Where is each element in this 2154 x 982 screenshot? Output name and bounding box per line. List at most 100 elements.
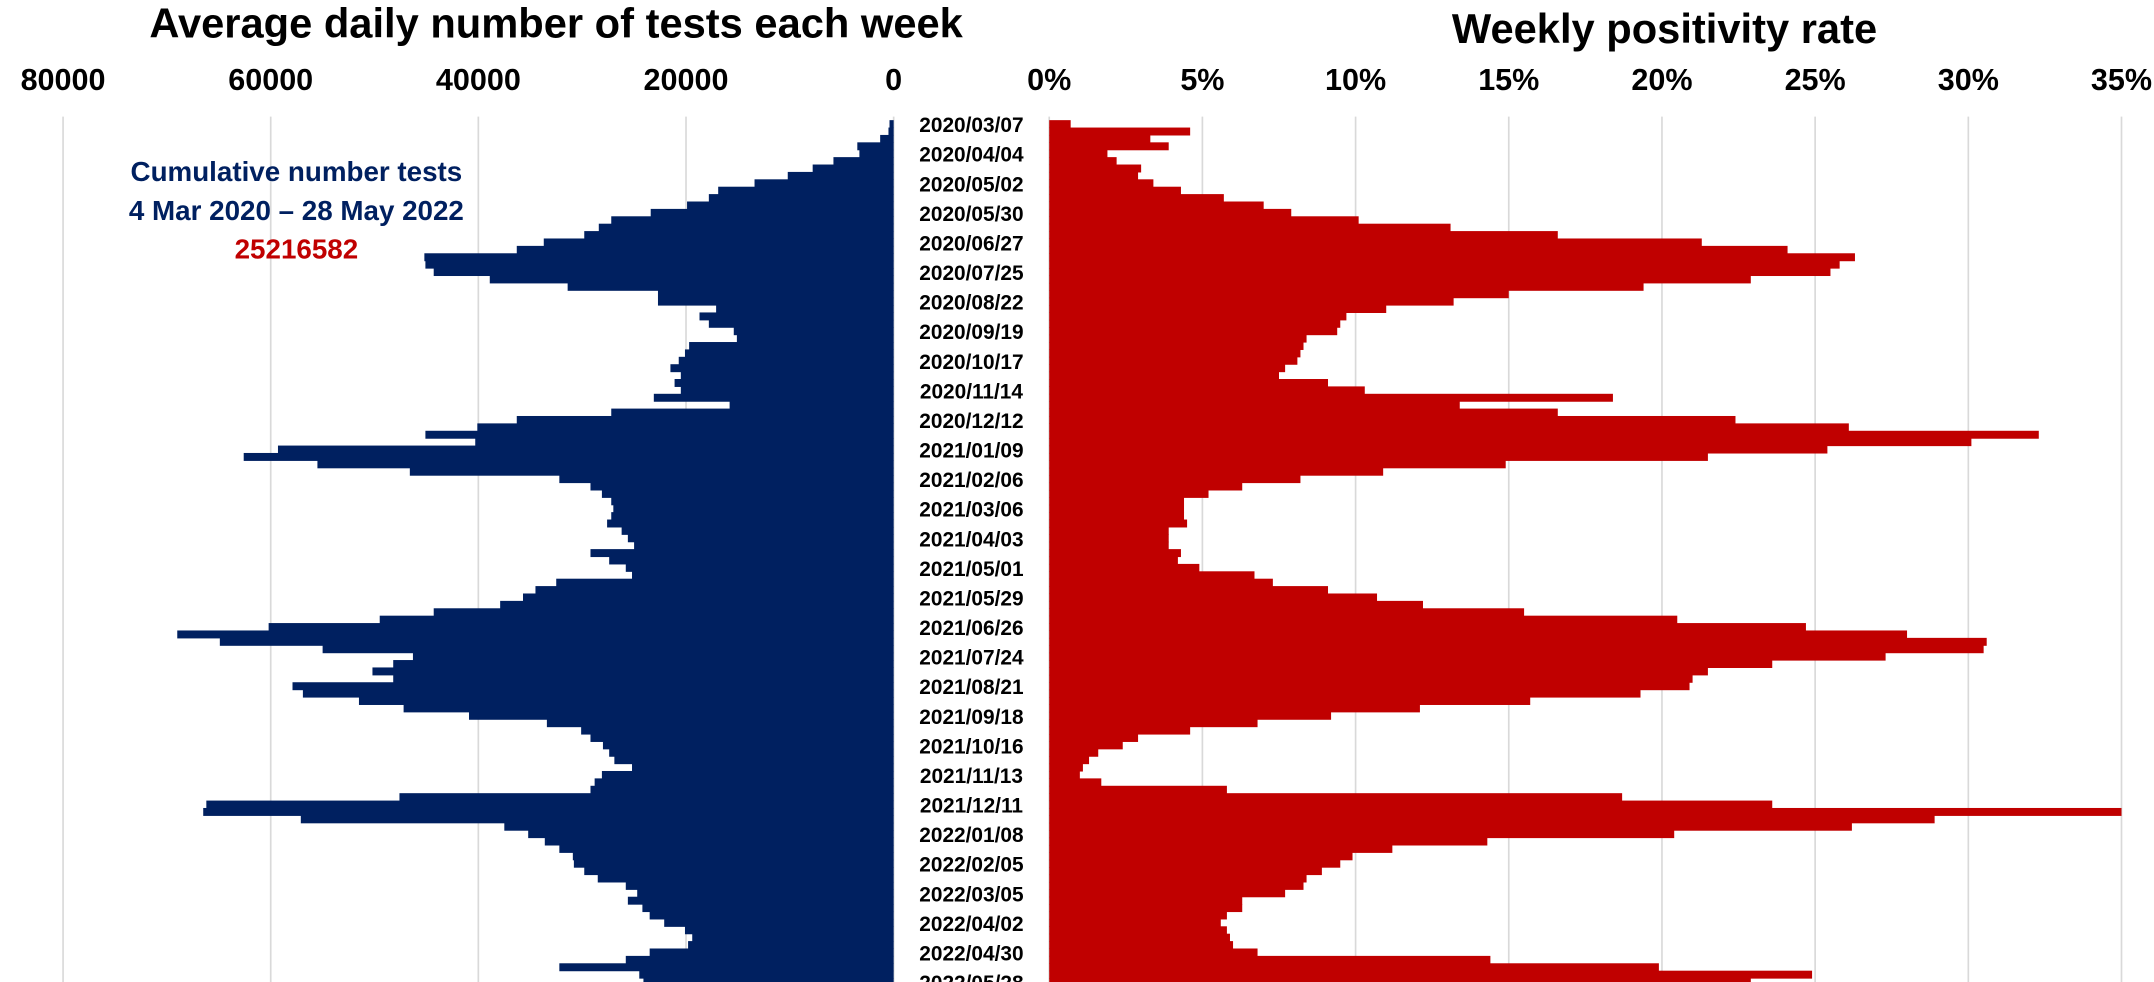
bar — [489, 275, 894, 284]
bar — [1049, 371, 1279, 380]
bar — [1049, 290, 1509, 299]
bar — [1049, 423, 1849, 432]
bar — [812, 164, 894, 173]
bar — [609, 556, 894, 565]
bar — [302, 689, 894, 698]
bar — [1049, 748, 1099, 757]
bar — [1049, 260, 1840, 269]
bars — [177, 120, 2122, 982]
bar — [393, 674, 894, 683]
bar — [1049, 268, 1831, 277]
bar — [477, 423, 894, 432]
bar — [535, 586, 894, 595]
bar — [1049, 704, 1420, 713]
bar — [637, 889, 894, 898]
bar — [1049, 852, 1353, 861]
bar — [573, 859, 894, 868]
bar — [1049, 489, 1209, 498]
bar — [403, 704, 894, 713]
bar — [424, 253, 894, 262]
bar — [699, 312, 894, 321]
bar — [1049, 778, 1102, 787]
y-tick-label: 2020/10/17 — [919, 351, 1023, 374]
bar — [1049, 253, 1855, 262]
bar — [678, 356, 894, 365]
x-tick-label: 40000 — [436, 63, 521, 97]
bar — [601, 770, 894, 779]
bar — [625, 955, 894, 964]
bar — [1049, 578, 1273, 587]
bar — [1049, 364, 1286, 373]
bar — [206, 800, 894, 809]
y-tick-label: 2022/04/02 — [919, 913, 1023, 936]
y-tick-label: 2020/05/02 — [919, 173, 1023, 196]
bar — [1049, 763, 1083, 772]
bar — [1049, 756, 1090, 765]
y-tick-label: 2020/03/07 — [919, 114, 1023, 137]
bar — [1049, 822, 1852, 831]
bar — [598, 223, 894, 232]
bar — [627, 534, 894, 543]
bar — [1049, 179, 1154, 188]
bar — [1049, 600, 1423, 609]
bar — [1049, 379, 1329, 387]
bar — [1049, 238, 1702, 247]
bar — [1049, 349, 1301, 358]
x-tick-label: 20000 — [644, 63, 729, 97]
bar — [379, 615, 894, 624]
bar — [1049, 615, 1678, 624]
bar — [322, 645, 894, 654]
bar — [300, 815, 894, 824]
y-tick-label: 2020/08/22 — [919, 292, 1023, 315]
bar — [687, 201, 894, 210]
bar — [1049, 948, 1258, 957]
bar — [1049, 512, 1185, 521]
bar — [277, 445, 894, 454]
y-tick-label: 2022/05/28 — [919, 972, 1023, 982]
bar — [1049, 963, 1659, 972]
bar — [590, 785, 894, 794]
bar — [716, 305, 894, 313]
y-tick-label: 2020/07/25 — [919, 262, 1023, 285]
bar — [614, 756, 894, 765]
bar — [657, 290, 894, 299]
bar — [1049, 157, 1117, 166]
bar — [688, 941, 894, 950]
bar — [567, 282, 894, 291]
bar — [1049, 586, 1329, 595]
bar — [1049, 415, 1736, 424]
y-tick-label: 2021/03/06 — [919, 499, 1023, 522]
bar — [1049, 556, 1178, 565]
bar — [1049, 667, 1708, 676]
bar — [643, 978, 894, 982]
bar — [880, 134, 894, 143]
bar — [268, 623, 894, 632]
bar — [1049, 770, 1080, 779]
bar — [1049, 926, 1227, 935]
bar — [708, 194, 894, 203]
bar — [729, 401, 894, 410]
bar — [1049, 623, 1806, 632]
y-tick-label: 2022/02/05 — [919, 854, 1023, 877]
y-tick-label: 2022/04/30 — [919, 942, 1023, 965]
bar — [670, 364, 894, 373]
bar — [1049, 460, 1506, 469]
y-tick-label: 2022/03/05 — [919, 883, 1023, 906]
bar — [1049, 356, 1298, 365]
bar — [1049, 837, 1488, 846]
bar — [1049, 208, 1292, 217]
bar — [733, 327, 894, 336]
bar — [1049, 593, 1378, 602]
bar — [680, 371, 894, 380]
bar — [1049, 327, 1338, 336]
bar — [1049, 401, 1460, 410]
bar — [787, 171, 894, 180]
y-tick-label: 2021/05/01 — [919, 558, 1023, 581]
bar — [433, 608, 894, 617]
bar — [1049, 245, 1788, 254]
bar — [1049, 171, 1139, 180]
bar — [1049, 127, 1191, 136]
bar — [1049, 830, 1675, 839]
bar — [1049, 563, 1200, 572]
